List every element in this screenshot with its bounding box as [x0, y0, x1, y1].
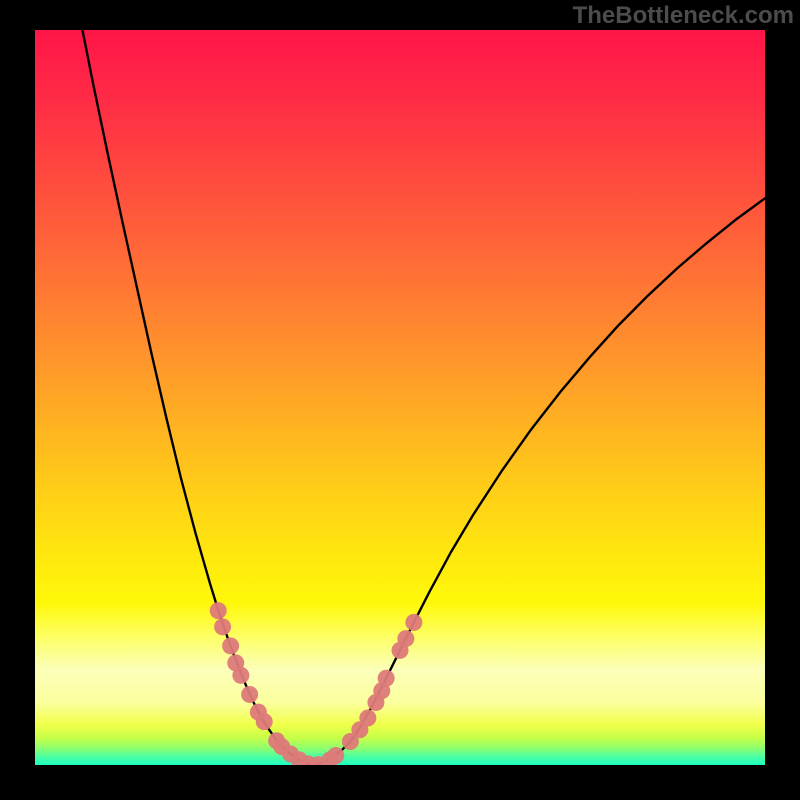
data-marker [241, 686, 258, 703]
data-marker [359, 709, 376, 726]
data-marker [397, 630, 414, 647]
data-marker [378, 670, 395, 687]
data-marker [327, 747, 344, 764]
data-marker [405, 614, 422, 631]
chart-stage: TheBottleneck.com [0, 0, 800, 800]
data-marker [214, 618, 231, 635]
data-marker [256, 713, 273, 730]
data-marker [210, 602, 227, 619]
data-marker [222, 637, 239, 654]
data-marker [232, 667, 249, 684]
watermark-text: TheBottleneck.com [573, 2, 794, 30]
chart-svg [0, 0, 800, 800]
